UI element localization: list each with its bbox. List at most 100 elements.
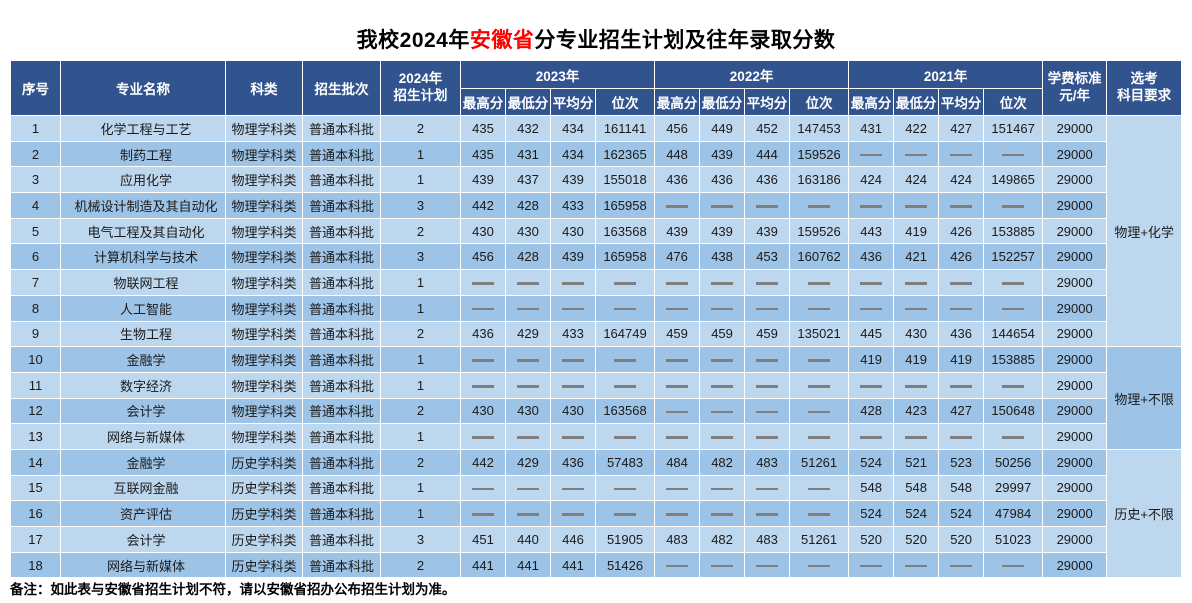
cell-tuition: 29000	[1042, 192, 1108, 219]
cell-2022-max	[654, 269, 701, 296]
cell-plan-2024: 2	[380, 217, 461, 245]
no-data-dash	[614, 385, 637, 388]
cell-2021-min: 521	[893, 448, 940, 476]
cell-2021-min	[893, 551, 940, 579]
cell-2023-max: 451	[460, 526, 506, 553]
cell-2022-rank	[789, 500, 850, 527]
no-data-dash	[472, 282, 494, 285]
cell-2021-rank	[983, 371, 1044, 399]
cell-2022-avg	[744, 346, 791, 373]
cell-category: 历史学科类	[225, 448, 303, 476]
cell-tuition: 29000	[1042, 140, 1108, 168]
cell-tuition: 29000	[1042, 397, 1108, 425]
cell-2022-avg: 436	[744, 166, 791, 194]
cell-tuition: 29000	[1042, 474, 1108, 502]
table-row: 1 化学工程与工艺 物理学科类 普通本科批 2 435 432 434 161141 456 449…	[10, 114, 1183, 348]
header-category: 科类	[225, 60, 303, 116]
cell-no: 4	[10, 192, 61, 219]
cell-plan-2024: 1	[380, 371, 461, 399]
cell-2022-min	[699, 551, 746, 579]
cell-category: 物理学科类	[225, 269, 303, 296]
table-row: 3 应用化学 物理学科类 普通本科批 1 439 437 439 155018 436 436 436…	[10, 166, 1182, 194]
cell-2021-max	[848, 192, 895, 219]
cell-major: 人工智能	[60, 294, 226, 322]
cell-batch: 普通本科批	[302, 500, 381, 527]
table-row: 2 制药工程 物理学科类 普通本科批 1 435 431 434 162365 448 439 444…	[10, 140, 1182, 168]
no-data-dash	[711, 436, 734, 439]
no-data-dash	[905, 153, 928, 157]
cell-tuition: 29000	[1042, 243, 1108, 271]
note: 备注：如此表与安徽省招生计划不符，请以安徽省招办公布招生计划为准。	[10, 582, 456, 597]
cell-2023-avg: 430	[550, 397, 596, 425]
cell-2023-min	[505, 346, 551, 373]
no-data-dash	[860, 282, 883, 285]
cell-2022-avg	[744, 269, 791, 296]
cell-2021-max	[848, 140, 895, 168]
cell-2023-rank: 162365	[594, 140, 656, 168]
cell-2022-avg: 444	[744, 140, 791, 168]
cell-2021-min	[893, 140, 940, 168]
cell-2022-rank	[789, 423, 850, 450]
cell-no: 10	[10, 346, 61, 373]
header-2023-rank: 位次	[594, 88, 656, 116]
cell-2022-avg	[744, 500, 791, 527]
cell-2021-max	[848, 423, 895, 450]
cell-2023-avg	[550, 269, 596, 296]
cell-subject-requirement: 历史+不限	[1106, 448, 1183, 579]
cell-2021-max: 428	[848, 397, 895, 425]
cell-batch: 普通本科批	[302, 371, 381, 399]
no-data-dash	[756, 513, 779, 516]
cell-2022-max	[654, 551, 701, 579]
cell-2023-max	[460, 423, 506, 450]
no-data-dash	[711, 410, 734, 414]
cell-batch: 普通本科批	[302, 115, 381, 142]
cell-2023-rank	[594, 423, 656, 450]
cell-2022-min	[699, 294, 746, 322]
cell-tuition: 29000	[1042, 269, 1108, 296]
cell-2021-avg: 419	[938, 346, 985, 373]
title-suffix: 分专业招生计划及往年录取分数	[534, 29, 836, 52]
no-data-dash	[517, 513, 539, 516]
cell-2022-min	[699, 346, 746, 373]
no-data-dash	[950, 205, 973, 208]
cell-plan-2024: 2	[380, 448, 461, 476]
cell-2023-rank: 57483	[594, 448, 656, 476]
cell-major: 数字经济	[60, 371, 226, 399]
no-data-dash	[711, 282, 734, 285]
cell-2022-max: 439	[654, 217, 701, 245]
cell-2021-max: 431	[848, 115, 895, 142]
cell-2023-rank: 51905	[594, 526, 656, 553]
cell-2022-avg: 459	[744, 320, 791, 348]
cell-2021-avg: 427	[938, 115, 985, 142]
cell-2023-min	[505, 269, 551, 296]
cell-2023-avg: 446	[550, 526, 596, 553]
table-header: 序号 专业名称 科类 招生批次 2024年 招生计划 2023年 2022年 2…	[10, 60, 1183, 116]
cell-no: 5	[10, 217, 61, 245]
header-2023-max: 最高分	[460, 88, 506, 116]
no-data-dash	[950, 153, 973, 157]
cell-2021-max	[848, 551, 895, 579]
header-major: 专业名称	[60, 60, 226, 116]
cell-tuition: 29000	[1042, 346, 1108, 373]
cell-tuition: 29000	[1042, 526, 1108, 553]
cell-2022-min: 482	[699, 526, 746, 553]
no-data-dash	[517, 436, 539, 439]
cell-2023-max: 439	[460, 166, 506, 194]
cell-major: 会计学	[60, 397, 226, 425]
no-data-dash	[562, 436, 584, 439]
cell-2023-avg: 433	[550, 320, 596, 348]
cell-2023-rank: 163568	[594, 397, 656, 425]
no-data-dash	[472, 359, 494, 362]
cell-2021-avg	[938, 269, 985, 296]
table-row: 15 互联网金融 历史学科类 普通本科批 1 548 548 548 29997 29000	[10, 474, 1182, 502]
no-data-dash	[517, 359, 539, 362]
cell-plan-2024: 1	[380, 140, 461, 168]
no-data-dash	[562, 359, 584, 362]
cell-batch: 普通本科批	[302, 320, 381, 348]
no-data-dash	[614, 513, 637, 516]
cell-2023-rank: 51426	[594, 551, 656, 579]
cell-batch: 普通本科批	[302, 269, 381, 296]
cell-batch: 普通本科批	[302, 346, 381, 373]
no-data-dash	[1002, 153, 1025, 157]
cell-2023-min: 441	[505, 551, 551, 579]
